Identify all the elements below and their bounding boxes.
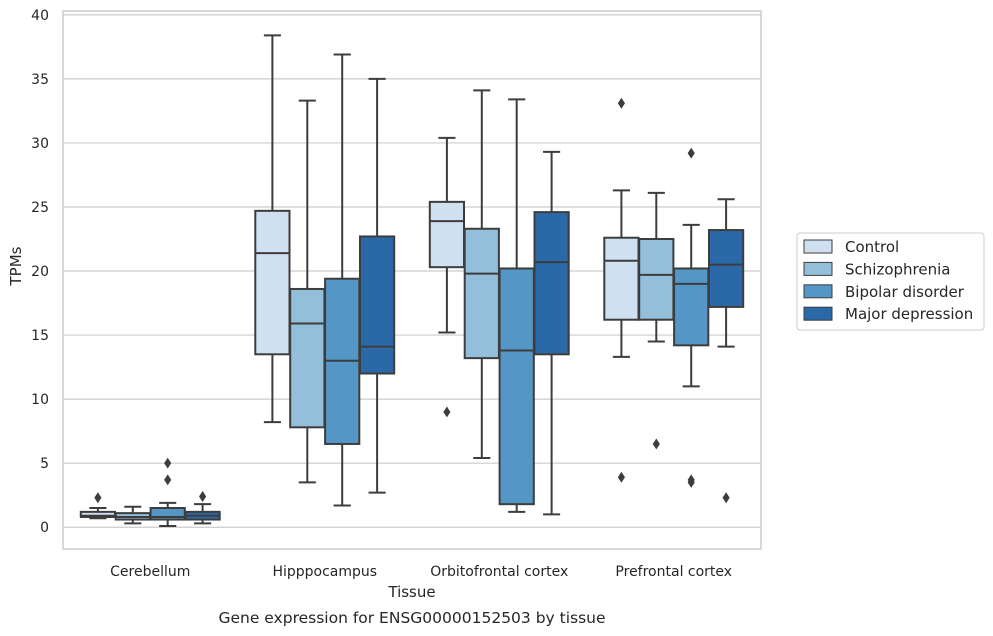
outlier-point bbox=[443, 406, 451, 418]
y-tick-label: 35 bbox=[31, 72, 49, 88]
box-2-3 bbox=[673, 147, 710, 488]
y-tick-label: 40 bbox=[31, 8, 49, 24]
box-iqr bbox=[533, 211, 570, 356]
legend: Control Schizophrenia Bipolar disorder Majo… bbox=[796, 232, 985, 331]
box-0-0 bbox=[79, 492, 117, 520]
box-1-0 bbox=[114, 505, 151, 525]
x-tick-labels: Cerebellum Hipppocampus Orbitofrontal cort… bbox=[110, 564, 732, 580]
outlier-point bbox=[652, 438, 660, 450]
box-iqr bbox=[673, 267, 710, 347]
outlier-point bbox=[199, 491, 207, 502]
box-iqr bbox=[498, 267, 535, 506]
outlier-point bbox=[617, 471, 625, 483]
legend-swatch bbox=[803, 261, 833, 276]
figure-caption: Gene expression for ENSG00000152503 by t… bbox=[218, 609, 605, 627]
box-3-1 bbox=[358, 77, 396, 494]
box-3-3 bbox=[707, 198, 745, 504]
box-series bbox=[79, 34, 745, 527]
x-tick-label: Cerebellum bbox=[110, 564, 190, 580]
box-iqr bbox=[428, 200, 466, 269]
box-iqr bbox=[603, 236, 640, 321]
y-tick-label: 0 bbox=[40, 520, 49, 536]
box-0-1 bbox=[254, 34, 291, 424]
legend-label: Bipolar disorder bbox=[845, 283, 965, 301]
box-iqr bbox=[254, 209, 291, 356]
x-tick-label: Orbitofrontal cortex bbox=[430, 564, 568, 580]
legend-swatch bbox=[803, 306, 833, 321]
x-tick-label: Hipppocampus bbox=[272, 564, 377, 580]
box-2-0 bbox=[149, 457, 186, 527]
y-tick-label: 10 bbox=[31, 392, 49, 408]
box-1-1 bbox=[289, 99, 326, 484]
plot-frame bbox=[62, 10, 762, 550]
y-axis-title: TPMs bbox=[7, 246, 25, 286]
outlier-point bbox=[687, 147, 695, 159]
outlier-point bbox=[687, 476, 695, 488]
y-tick-label: 25 bbox=[31, 200, 49, 216]
box-2-1 bbox=[324, 53, 361, 507]
box-1-2 bbox=[463, 89, 500, 460]
y-tick-label: 5 bbox=[40, 456, 49, 472]
legend-swatch bbox=[803, 284, 833, 299]
outlier-point bbox=[617, 97, 625, 109]
y-tick-label: 20 bbox=[31, 264, 49, 280]
outlier-point bbox=[722, 492, 730, 504]
legend-label: Major depression bbox=[845, 305, 973, 323]
box-iqr bbox=[358, 235, 396, 375]
box-3-0 bbox=[184, 491, 221, 525]
x-tick-label: Prefrontal cortex bbox=[615, 564, 732, 580]
box-3-2 bbox=[533, 150, 570, 516]
y-tick-label: 15 bbox=[31, 328, 49, 344]
legend-label: Schizophrenia bbox=[845, 260, 950, 278]
legend-label: Control bbox=[845, 238, 899, 256]
x-axis-title: Tissue bbox=[387, 583, 435, 601]
box-iqr bbox=[638, 238, 675, 321]
outlier-point bbox=[94, 492, 102, 504]
legend-frame bbox=[796, 232, 985, 331]
y-tick-labels: 0 5 10 15 20 25 30 35 40 bbox=[31, 8, 49, 536]
outlier-point bbox=[164, 474, 172, 486]
box-iqr bbox=[289, 287, 326, 429]
box-iqr bbox=[463, 227, 500, 360]
box-2-2 bbox=[498, 98, 535, 513]
box-0-2 bbox=[428, 136, 466, 418]
box-iqr bbox=[707, 229, 745, 308]
y-tick-label: 30 bbox=[31, 136, 49, 152]
box-1-3 bbox=[638, 191, 675, 450]
legend-swatch bbox=[803, 239, 833, 254]
outlier-point bbox=[164, 457, 172, 469]
grid-lines bbox=[63, 14, 761, 528]
